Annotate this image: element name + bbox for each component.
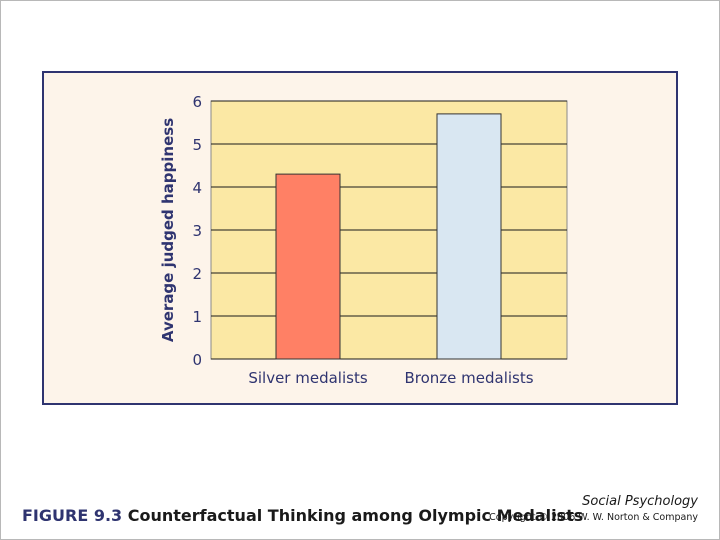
y-tick-labels: 0 1 2 3 4 5 6 <box>192 93 202 369</box>
y-tick-label-6: 6 <box>192 93 202 111</box>
y-axis-label: Average judged happiness <box>159 118 177 342</box>
gridlines <box>211 100 567 360</box>
chart-panel: 0 1 2 3 4 5 6 Silver medalists Bronze medalists… <box>42 71 678 405</box>
figure-title: Counterfactual Thinking among Olympic Me… <box>127 506 584 525</box>
bar-silver-medalists <box>275 173 341 360</box>
x-category-label-silver-medalists: Silver medalists <box>248 369 367 387</box>
x-category-labels: Silver medalists Bronze medalists <box>248 369 533 387</box>
figure-number: FIGURE 9.3 <box>22 506 123 525</box>
x-category-label-bronze-medalists: Bronze medalists <box>404 369 533 387</box>
y-tick-label-3: 3 <box>192 222 202 240</box>
y-tick-label-5: 5 <box>192 136 202 154</box>
bar-chart: 0 1 2 3 4 5 6 Silver medalists Bronze medalists… <box>159 93 568 387</box>
copyright-notice: Copyright © 2006 W. W. Norton & Company <box>489 512 698 523</box>
bar-bronze-medalists <box>436 113 502 360</box>
book-title: Social Psychology <box>582 494 698 509</box>
figure-caption: FIGURE 9.3 Counterfactual Thinking among… <box>22 506 583 525</box>
y-tick-label-1: 1 <box>192 308 202 326</box>
y-tick-label-2: 2 <box>192 265 202 283</box>
bars <box>275 113 502 360</box>
y-tick-label-0: 0 <box>192 351 202 369</box>
y-tick-label-4: 4 <box>192 179 202 197</box>
